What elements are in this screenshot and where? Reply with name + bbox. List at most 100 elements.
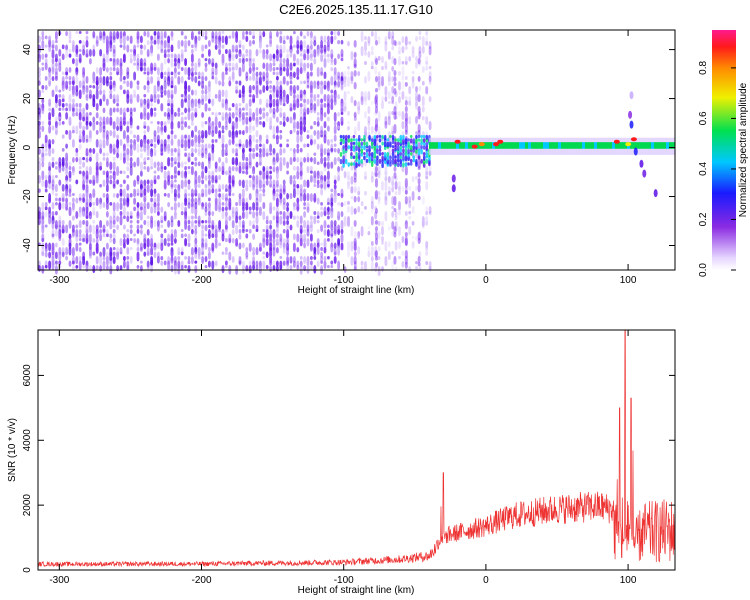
spectrogram-cell	[150, 251, 153, 256]
spectrogram-cell	[316, 220, 320, 224]
spectrogram-cell	[242, 44, 245, 51]
spectrogram-cell	[129, 130, 133, 135]
spectrogram-cell	[218, 206, 221, 213]
spectrogram-cell	[191, 220, 194, 228]
spectrogram-cell	[238, 116, 242, 122]
spectrogram-cell	[242, 166, 245, 170]
spectrogram-cell	[187, 202, 191, 209]
spectrogram-cell	[51, 89, 55, 98]
spectrogram-cell	[364, 91, 367, 102]
spectrogram-cell	[41, 170, 45, 181]
spectrogram-cell	[282, 202, 286, 211]
spectrogram-cell	[44, 265, 48, 269]
spectrogram-cell	[289, 80, 293, 85]
spectrogram-cell	[126, 139, 130, 148]
spectrogram-cell	[255, 179, 259, 189]
spectrogram-cell	[303, 206, 306, 210]
spectrogram-cell	[194, 112, 198, 118]
spectrogram-cell	[320, 211, 323, 218]
spectrogram-cell	[106, 80, 109, 87]
spectrogram-cell	[153, 98, 157, 103]
spectrogram-cell	[420, 148, 423, 155]
spectrogram-cell	[299, 53, 303, 57]
spectrogram-cell	[221, 251, 225, 255]
spectrogram-cell	[276, 71, 279, 76]
spectrogram-cell	[85, 215, 89, 220]
spectrogram-cell	[313, 40, 317, 47]
spectrogram-cell	[330, 103, 334, 111]
spectrogram-cell	[160, 152, 164, 156]
spectrogram-band-core	[663, 142, 667, 149]
spectrogram-cell	[48, 40, 51, 48]
spectrogram-cell	[153, 134, 157, 143]
spectrogram-cell	[248, 193, 252, 201]
spectrogram-cell	[102, 94, 106, 102]
spectrogram-cell	[370, 216, 374, 226]
spectrogram-cell	[153, 112, 157, 118]
spectrogram-cell	[408, 121, 412, 125]
spectrogram-cell	[214, 116, 218, 127]
spectrogram-cell	[85, 175, 89, 184]
spectrogram-cell	[262, 238, 266, 248]
spectrogram-cell	[422, 151, 426, 156]
spectrogram-cell	[299, 229, 303, 235]
spectrogram-cell	[451, 174, 456, 183]
spectrogram-cell	[320, 260, 323, 265]
spectrogram-band-core	[621, 142, 625, 149]
spectrogram-cell	[136, 193, 140, 197]
spectrogram-cell	[404, 238, 408, 247]
spectrogram-cell	[323, 40, 327, 44]
spectrogram-cell	[177, 107, 181, 113]
spectrogram-cell	[82, 265, 85, 269]
spectrogram-cell	[408, 86, 412, 95]
spectrogram-cell	[150, 220, 153, 229]
spectrogram-cell	[471, 144, 478, 149]
spectrogram-cell	[238, 220, 242, 225]
spectrogram-cell	[353, 172, 357, 180]
spectrogram-cell	[170, 94, 174, 100]
colorbar-tick-label: 0.6	[698, 111, 709, 125]
spectrogram-cell	[92, 238, 96, 243]
spectrogram-cell	[228, 35, 232, 39]
spectrogram-cell	[48, 260, 51, 270]
spectrogram-cell	[310, 175, 313, 183]
spectrogram-cell	[421, 106, 425, 113]
spectrogram-cell	[286, 139, 289, 143]
spectrogram-cell	[398, 56, 401, 66]
spectrogram-cell	[150, 98, 153, 102]
spectrogram-cell	[129, 224, 133, 229]
spectrogram-cell	[150, 67, 153, 75]
spectrogram-cell	[333, 130, 337, 135]
spectrogram-cell	[391, 176, 395, 187]
spectrogram-cell	[425, 41, 429, 46]
spectrogram-cell	[72, 58, 75, 65]
spectrogram-cell	[303, 184, 306, 188]
spectrogram-cell	[146, 40, 150, 46]
spectrogram-cell	[44, 175, 48, 180]
spectrogram-cell	[350, 241, 354, 252]
spectrogram-cell	[55, 98, 58, 104]
spectrogram-cell	[225, 157, 228, 164]
spectrogram-cell	[320, 152, 323, 158]
spectrogram-cell	[408, 96, 412, 103]
spectrogram-cell	[299, 148, 303, 153]
spectrogram-cell	[269, 260, 272, 266]
spectrogram-cell	[218, 242, 221, 247]
spectrogram-cell	[157, 53, 160, 61]
spectrogram-cell	[194, 233, 198, 240]
spectrogram-cell	[393, 76, 397, 83]
spectrogram-cell	[133, 107, 136, 112]
spectrogram-cell	[211, 152, 215, 162]
spectrogram-cell	[160, 233, 164, 239]
spectrogram-cell	[360, 96, 364, 106]
spectrogram-cell	[417, 76, 421, 82]
spectrogram-cell	[279, 58, 283, 64]
spectrogram-cell	[279, 112, 283, 118]
spectrogram-cell	[167, 89, 170, 99]
spectrogram-cell	[417, 196, 421, 201]
spectrogram-cell	[420, 158, 423, 164]
spectrogram-cell	[187, 233, 191, 243]
spectrogram-cell	[174, 134, 177, 140]
spectrogram-cell	[146, 238, 150, 248]
spectrogram-cell	[363, 151, 366, 156]
